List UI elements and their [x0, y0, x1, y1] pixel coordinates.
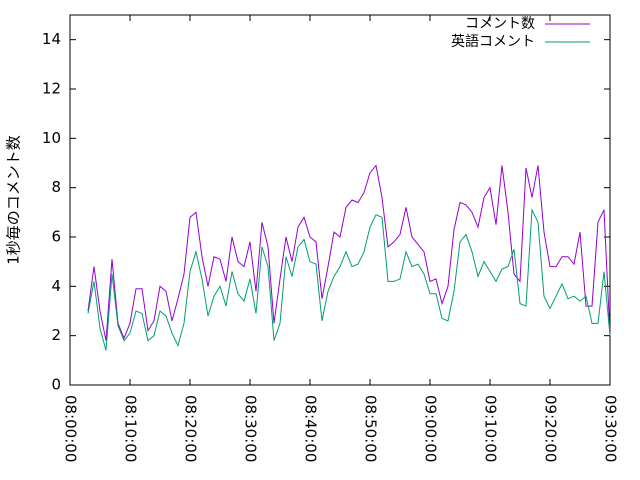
x-tick-label: 08:50:00: [362, 395, 380, 462]
y-axis-label: 1秒毎のコメント数: [5, 135, 23, 265]
y-tick-label: 10: [42, 129, 61, 147]
series-line: [87, 164, 611, 341]
x-tick-label: 08:00:00: [62, 395, 80, 462]
y-tick-label: 6: [51, 228, 61, 246]
x-tick-label: 08:40:00: [302, 395, 320, 462]
x-tick-label: 09:30:00: [602, 395, 620, 462]
x-tick-label: 08:10:00: [122, 395, 140, 462]
legend-label: 英語コメント: [451, 33, 535, 50]
y-tick-label: 4: [51, 277, 61, 295]
plot-border: [69, 14, 611, 386]
y-tick-label: 2: [51, 326, 61, 344]
y-tick-label: 8: [51, 178, 61, 196]
legend-label: コメント数: [465, 16, 535, 32]
x-tick-label: 09:10:00: [482, 395, 500, 462]
y-tick-label: 12: [42, 80, 61, 98]
series-line: [87, 207, 611, 351]
x-tick-label: 09:20:00: [542, 395, 560, 462]
y-tick-label: 14: [42, 30, 61, 48]
x-tick-label: 08:30:00: [242, 395, 260, 462]
y-tick-label: 0: [51, 376, 61, 394]
x-tick-label: 09:00:00: [422, 395, 440, 462]
x-tick-label: 08:20:00: [182, 395, 200, 462]
